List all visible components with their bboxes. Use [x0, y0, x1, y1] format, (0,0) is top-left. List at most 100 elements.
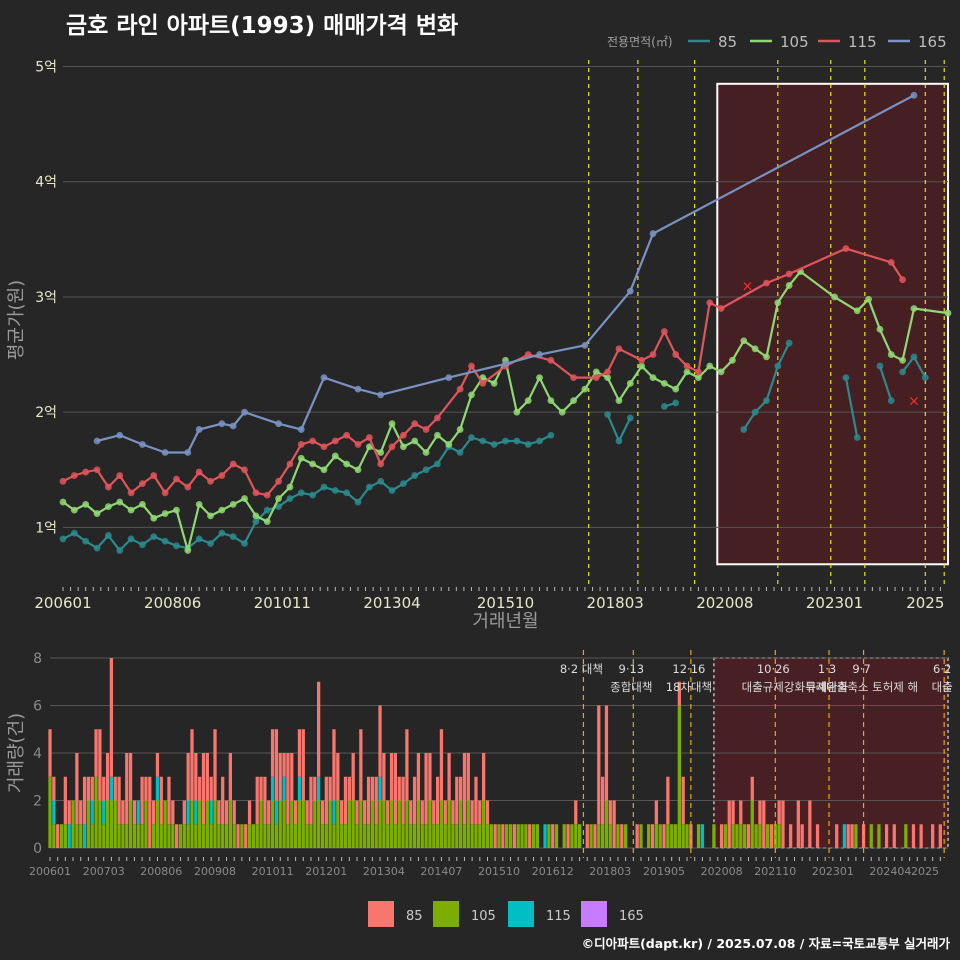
data-point-85: [195, 535, 203, 543]
volume-bar-85: [574, 800, 578, 825]
volume-bar-105: [604, 800, 609, 848]
data-point-105: [252, 512, 260, 520]
data-point-105: [683, 368, 691, 376]
data-point-85: [116, 547, 124, 554]
volume-bar-85: [370, 776, 374, 801]
data-point-85: [479, 437, 487, 445]
data-point-85: [82, 537, 90, 545]
volume-bar-105: [209, 824, 213, 848]
volume-bar-105: [681, 824, 685, 848]
volume-bar-115: [67, 824, 71, 848]
volume-bar-105: [255, 824, 259, 848]
data-point-165: [536, 351, 543, 358]
volume-bar-105: [869, 824, 873, 848]
y-tick-label: 1억: [35, 520, 57, 536]
data-point-105: [150, 514, 158, 522]
volume-bar-105: [600, 824, 605, 848]
volume-bar-85: [466, 753, 470, 801]
data-point-105: [853, 307, 861, 315]
volume-bar-105: [443, 824, 447, 848]
volume-bar-85: [186, 753, 190, 801]
data-point-105: [195, 500, 203, 508]
data-point-115: [570, 374, 577, 382]
volume-bar-105: [363, 824, 367, 848]
volume-bar-85: [382, 753, 386, 801]
volume-bar-85: [600, 776, 605, 825]
volume-bar-85: [808, 800, 812, 848]
data-point-115: [184, 483, 192, 491]
volume-y-tick-label: 2: [33, 794, 42, 810]
volume-x-tick-label: 201407: [420, 865, 462, 878]
data-point-105: [785, 282, 793, 289]
volume-bar-115: [155, 776, 160, 801]
data-point-85: [842, 374, 850, 382]
data-point-115: [150, 472, 158, 479]
volume-bar-85: [309, 776, 313, 825]
volume-bar-105: [485, 824, 490, 848]
volume-bar-105: [608, 824, 612, 848]
volume-bar-85: [297, 729, 302, 777]
volume-bar-105: [378, 800, 382, 848]
price-legend: 전용면적(㎡) 85 105 115 165: [607, 33, 947, 51]
data-point-105: [899, 356, 907, 364]
volume-bar-85: [462, 753, 467, 825]
data-point-85: [320, 483, 328, 491]
volume-bar-85: [796, 800, 800, 848]
volume-bar-105: [121, 824, 125, 848]
volume-bar-85: [727, 800, 731, 848]
volume-bar-85: [305, 800, 309, 825]
policy-label-name: 18차대책: [666, 680, 712, 694]
volume-bar-105: [435, 824, 440, 848]
data-point-115: [218, 472, 226, 479]
legend-label-165: 165: [918, 33, 947, 51]
data-point-165: [910, 91, 918, 99]
volume-bar-105: [754, 824, 758, 848]
data-point-85: [263, 506, 271, 514]
legend-key-115: [508, 901, 534, 927]
data-point-115: [377, 460, 385, 468]
volume-bar-105: [263, 824, 267, 848]
volume-bar-105: [132, 824, 137, 848]
volume-bar-85: [86, 776, 91, 801]
volume-bar-85: [416, 753, 421, 801]
volume-bar-85: [612, 800, 616, 848]
volume-x-tick-label: 200806: [140, 865, 182, 878]
volume-bar-105: [309, 824, 313, 848]
volume-bar-85: [409, 800, 413, 825]
data-point-105: [887, 351, 895, 358]
data-point-115: [365, 434, 373, 441]
data-point-85: [241, 540, 248, 547]
volume-bar-85: [378, 705, 382, 777]
volume-bar-85: [597, 705, 601, 825]
volume-bar-105: [409, 824, 413, 848]
data-point-85: [502, 437, 509, 445]
data-point-115: [297, 441, 305, 448]
volume-bar-85: [374, 776, 378, 825]
data-point-105: [116, 498, 124, 506]
policy-label-date: 12·16: [672, 662, 705, 676]
data-point-105: [93, 510, 101, 517]
volume-bar-85: [105, 753, 110, 801]
data-point-105: [536, 374, 543, 382]
data-point-115: [842, 245, 850, 252]
data-point-105: [490, 379, 498, 387]
volume-bar-105: [508, 824, 513, 848]
volume-bar-85: [79, 800, 83, 825]
x-tick-label: 201803: [587, 594, 644, 612]
data-point-165: [241, 408, 248, 416]
data-point-115: [785, 270, 793, 278]
volume-bar-105: [182, 824, 186, 848]
data-point-115: [672, 351, 680, 358]
data-point-115: [456, 385, 464, 393]
volume-bar-85: [482, 753, 486, 801]
data-point-85: [547, 431, 555, 439]
volume-bar-105: [251, 824, 256, 848]
volume-bar-85: [758, 800, 762, 825]
data-point-115: [286, 460, 294, 468]
data-point-105: [672, 385, 680, 393]
volume-bar-115: [270, 776, 275, 801]
data-point-85: [218, 529, 226, 537]
volume-bar-85: [63, 776, 67, 825]
volume-bar-85: [140, 776, 144, 825]
